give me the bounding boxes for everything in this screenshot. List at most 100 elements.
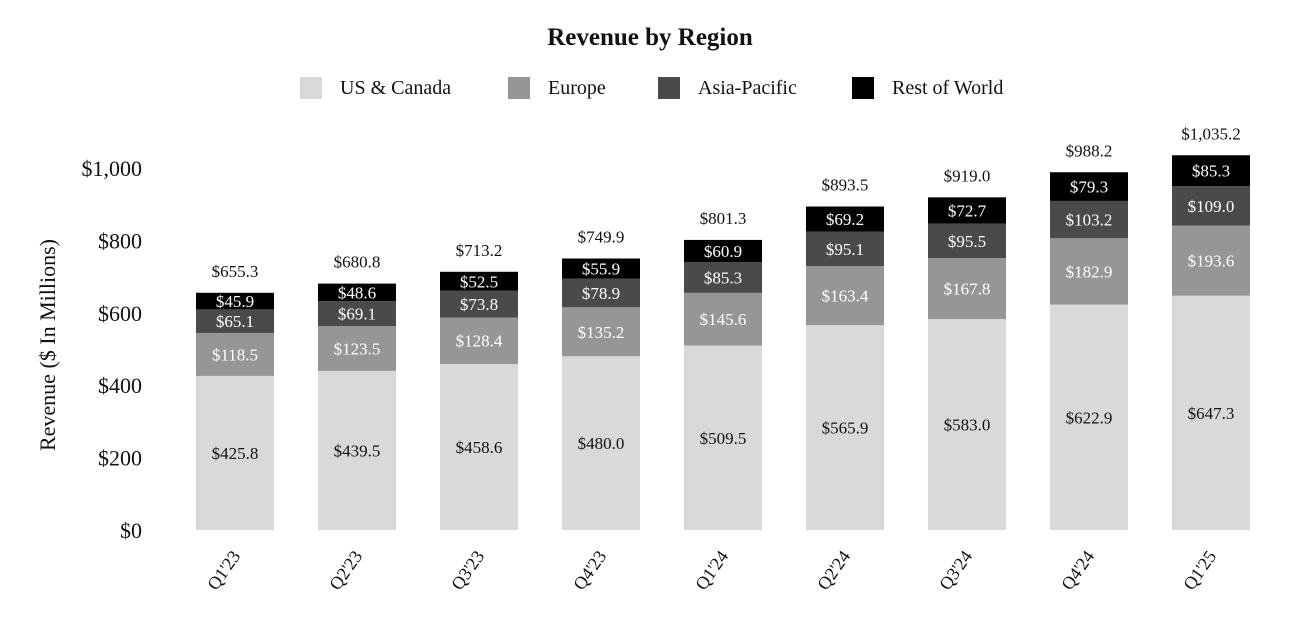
legend-swatch-europe [508,77,530,99]
data-label-asia-pacific: $95.5 [948,232,986,251]
data-label-europe: $167.8 [944,280,991,299]
legend-item-us-canada: US & Canada [300,74,451,102]
bar-segment-us-canada [1050,304,1128,530]
bar-segment-rest-of-world [196,292,274,310]
bar-segment-asia-pacific [684,261,762,293]
total-label: $988.2 [1066,141,1113,160]
data-label-asia-pacific: $95.1 [826,240,864,259]
data-label-us-canada: $647.3 [1188,404,1235,423]
legend-label-us-canada: US & Canada [340,76,452,99]
y-tick-label: $0 [120,518,142,543]
bar-segment-asia-pacific [928,223,1006,259]
legend-swatch-rest-of-world [852,77,874,99]
bar-segment-us-canada [318,370,396,530]
bar-segment-rest-of-world [684,239,762,262]
legend-item-rest-of-world: Rest of World [852,74,1003,102]
bar-segment-us-canada [562,356,640,530]
data-label-us-canada: $509.5 [700,429,747,448]
data-label-europe: $118.5 [212,345,258,364]
legend-swatch-us-canada [300,77,322,99]
data-label-us-canada: $565.9 [822,419,869,438]
data-label-europe: $128.4 [456,332,503,351]
data-label-us-canada: $480.0 [578,434,625,453]
data-label-rest-of-world: $45.9 [216,292,254,311]
x-tick-label: Q3'24 [935,547,976,594]
data-label-asia-pacific: $78.9 [582,284,620,303]
data-label-rest-of-world: $72.7 [948,201,987,220]
data-label-rest-of-world: $52.5 [460,272,498,291]
bar-segment-us-canada [196,375,274,530]
data-label-europe: $135.2 [578,323,625,342]
x-tick-label: Q2'24 [813,547,854,594]
x-tick-label: Q1'23 [203,547,244,594]
legend-item-europe: Europe [508,74,606,102]
bar-segment-rest-of-world [440,271,518,291]
bar-segment-us-canada [1172,295,1250,530]
data-label-asia-pacific: $85.3 [704,268,742,287]
data-label-rest-of-world: $85.3 [1192,162,1230,181]
y-tick-label: $200 [98,446,142,471]
bar-segment-asia-pacific [806,231,884,266]
bar-segment-rest-of-world [806,206,884,232]
data-label-asia-pacific: $109.0 [1188,197,1235,216]
bar-segment-rest-of-world [562,258,640,279]
y-tick-label: $600 [98,301,142,326]
bar-segment-rest-of-world [928,197,1006,224]
x-tick-label: Q3'23 [447,547,488,594]
bar-segment-asia-pacific [562,278,640,308]
total-label: $680.8 [334,253,381,272]
total-label: $713.2 [456,241,503,260]
bar-segment-us-canada [806,325,884,530]
bar-segment-us-canada [684,345,762,530]
legend-label-europe: Europe [548,76,606,99]
bar-segment-rest-of-world [318,283,396,302]
total-label: $749.9 [578,228,625,247]
data-label-asia-pacific: $103.2 [1066,211,1113,230]
bar-segment-europe [1050,238,1128,305]
bar-segment-asia-pacific [1172,186,1250,226]
data-label-europe: $163.4 [822,287,869,306]
bar-segment-europe [196,332,274,376]
legend-swatch-asia-pacific [658,77,680,99]
bar-segment-asia-pacific [440,290,518,318]
bar-segment-europe [562,307,640,357]
data-label-europe: $123.5 [334,340,381,359]
data-label-europe: $145.6 [700,310,747,329]
data-label-asia-pacific: $69.1 [338,305,376,324]
bar-segment-asia-pacific [318,301,396,327]
bar-segment-europe [440,317,518,364]
data-label-rest-of-world: $79.3 [1070,178,1108,197]
bar-segment-us-canada [928,318,1006,530]
data-label-europe: $193.6 [1188,252,1235,271]
bar-segment-europe [928,258,1006,319]
total-label: $655.3 [212,262,259,281]
legend-label-asia-pacific: Asia-Pacific [698,76,797,99]
data-label-rest-of-world: $60.9 [704,242,742,261]
x-tick-label: Q1'24 [691,547,732,594]
bar-segment-rest-of-world [1172,155,1250,187]
bar-segment-rest-of-world [1050,172,1128,201]
data-label-asia-pacific: $73.8 [460,295,498,314]
bar-segment-europe [806,265,884,326]
y-tick-label: $400 [98,373,142,398]
bar-segment-asia-pacific [196,309,274,333]
data-label-us-canada: $583.0 [944,415,991,434]
x-tick-label: Q1'25 [1179,547,1220,594]
total-label: $801.3 [700,209,747,228]
bar-segment-europe [1172,225,1250,296]
bar-segment-us-canada [440,363,518,530]
bar-segment-europe [684,292,762,346]
data-label-us-canada: $622.9 [1066,408,1113,427]
data-label-rest-of-world: $48.6 [338,283,376,302]
y-tick-label: $800 [98,228,142,253]
legend-label-rest-of-world: Rest of World [892,76,1004,99]
y-tick-label: $1,000 [82,156,143,181]
bar-segment-europe [318,326,396,371]
legend-item-asia-pacific: Asia-Pacific [658,74,797,102]
bar-segment-asia-pacific [1050,200,1128,239]
total-label: $1,035.2 [1181,124,1241,143]
chart-title: Revenue by Region [547,24,753,51]
x-tick-label: Q4'23 [569,547,610,594]
data-label-rest-of-world: $69.2 [826,210,864,229]
total-label: $893.5 [822,176,869,195]
